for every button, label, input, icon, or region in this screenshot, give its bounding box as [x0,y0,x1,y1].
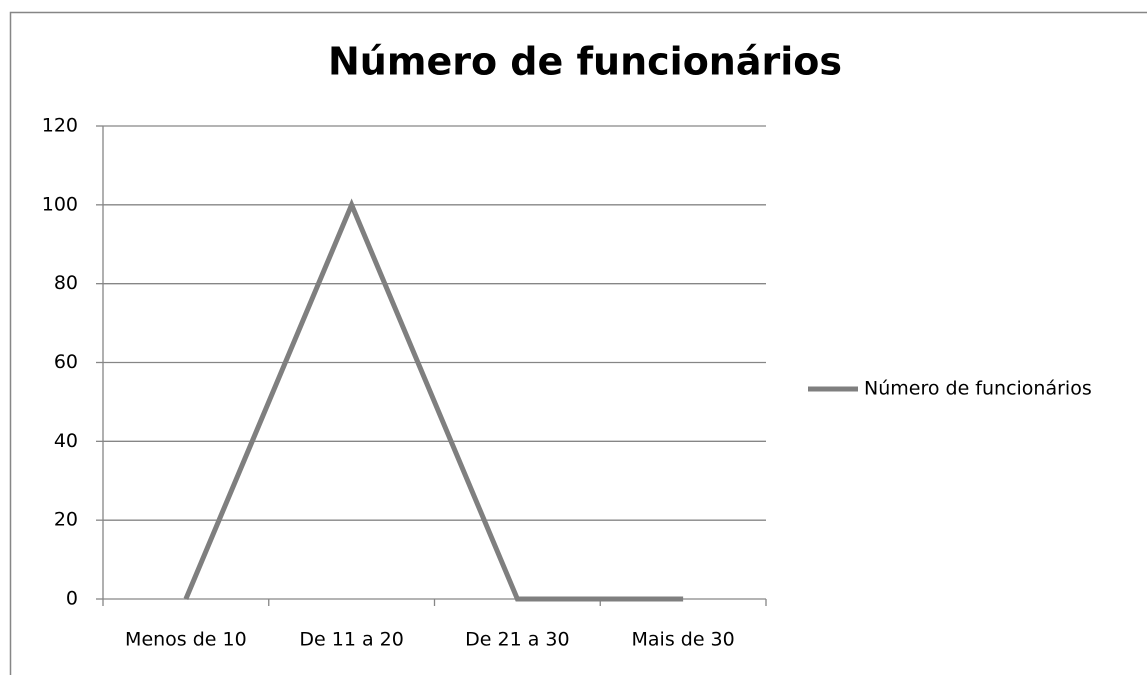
chart-title: Número de funcionários [328,40,842,84]
y-tick-label: 0 [66,588,78,610]
x-tick-label: De 21 a 30 [465,629,569,651]
y-tick-label: 20 [54,509,78,531]
y-tick-label: 80 [54,272,78,294]
legend-label: Número de funcionários [864,378,1092,400]
y-tick-label: 40 [54,430,78,452]
y-tick-label: 60 [54,351,78,373]
y-tick-label: 100 [42,193,78,215]
chart-frame [9,11,1147,675]
x-tick-label: Mais de 30 [632,629,735,651]
y-tick-label: 120 [42,115,78,137]
x-tick-label: Menos de 10 [125,629,247,651]
data-line [183,198,684,602]
x-tick-label: De 11 a 20 [299,629,403,651]
